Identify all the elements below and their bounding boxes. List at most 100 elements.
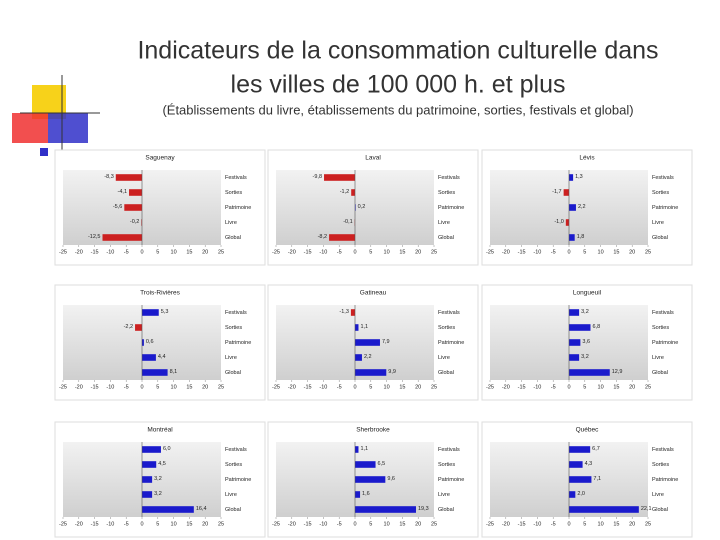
bar	[355, 339, 380, 346]
slide-title: Indicateurs de la consommation culturell…	[137, 37, 658, 65]
x-tick-label: -15	[518, 521, 526, 527]
value-label: 9,9	[388, 369, 396, 375]
category-label: Festivals	[225, 310, 247, 316]
chart-panel: Trois-Rivières -25 -20 -15 -10 -5 0 5 10 15 20 25 Fe…	[54, 284, 266, 401]
x-tick-label: 0	[353, 384, 356, 390]
value-label: 6,0	[163, 446, 171, 452]
value-label: 3,2	[581, 309, 589, 315]
bar	[569, 446, 591, 453]
category-label: Patrimoine	[225, 340, 251, 346]
value-label: 6,7	[592, 446, 600, 452]
x-tick-label: 5	[369, 249, 372, 255]
x-tick-label: -5	[551, 521, 556, 527]
bar	[329, 234, 355, 241]
value-label: 19,3	[418, 506, 429, 512]
x-tick-label: 0	[353, 249, 356, 255]
x-tick-label: -10	[533, 384, 541, 390]
category-label: Sorties	[225, 325, 242, 331]
x-tick-label: 20	[415, 384, 421, 390]
bar	[115, 174, 142, 181]
x-tick-label: 25	[431, 249, 437, 255]
x-tick-label: -10	[106, 384, 114, 390]
category-label: Livre	[225, 492, 237, 498]
value-label: -9,8	[313, 174, 322, 180]
x-tick-label: 5	[583, 249, 586, 255]
x-tick-label: 0	[567, 384, 570, 390]
category-label: Patrimoine	[652, 205, 678, 211]
value-label: 1,6	[362, 491, 370, 497]
x-tick-label: 10	[598, 249, 604, 255]
x-tick-label: 25	[645, 521, 651, 527]
value-label: 4,5	[158, 461, 166, 467]
x-tick-label: -20	[502, 521, 510, 527]
x-tick-label: -10	[533, 521, 541, 527]
x-tick-label: 15	[186, 521, 192, 527]
bar	[569, 461, 583, 468]
value-label: 3,2	[581, 354, 589, 360]
x-tick-label: 10	[598, 384, 604, 390]
bar	[355, 461, 376, 468]
value-label: -5,6	[113, 204, 122, 210]
x-tick-label: 15	[613, 249, 619, 255]
bar	[355, 354, 362, 361]
value-label: 16,4	[196, 506, 207, 512]
bar	[355, 369, 387, 376]
bar	[142, 339, 144, 346]
x-tick-label: -20	[502, 384, 510, 390]
category-label: Sorties	[652, 462, 669, 468]
category-label: Global	[652, 370, 668, 376]
value-label: 2,0	[577, 491, 585, 497]
category-label: Patrimoine	[438, 340, 464, 346]
slide-subtitle: (Établissements du livre, établissements…	[162, 102, 633, 117]
bar	[569, 174, 574, 181]
value-label: 7,1	[593, 476, 601, 482]
bar	[135, 324, 142, 331]
x-tick-label: -15	[304, 249, 312, 255]
bar	[569, 309, 580, 316]
x-tick-label: 20	[202, 384, 208, 390]
x-tick-label: -15	[91, 249, 99, 255]
x-tick-label: -5	[337, 521, 342, 527]
x-tick-label: 25	[645, 384, 651, 390]
x-tick-label: 10	[171, 384, 177, 390]
x-tick-label: -25	[59, 521, 67, 527]
x-tick-label: 25	[218, 521, 224, 527]
value-label: 5,3	[161, 309, 169, 315]
chart-title: Longueuil	[573, 290, 602, 297]
value-label: -1,3	[339, 309, 348, 315]
x-tick-label: -10	[319, 384, 327, 390]
category-label: Global	[438, 235, 454, 241]
x-tick-label: 0	[140, 249, 143, 255]
bar	[142, 446, 161, 453]
x-tick-label: 5	[156, 249, 159, 255]
category-label: Global	[225, 507, 241, 513]
x-tick-label: -25	[272, 249, 280, 255]
x-tick-label: -25	[59, 384, 67, 390]
value-label: 1,8	[577, 234, 585, 240]
x-tick-label: 5	[583, 521, 586, 527]
x-tick-label: -25	[272, 521, 280, 527]
x-tick-label: 25	[218, 384, 224, 390]
x-tick-label: -15	[91, 384, 99, 390]
category-label: Livre	[225, 220, 237, 226]
value-label: 6,8	[592, 324, 600, 330]
value-label: 3,2	[154, 491, 162, 497]
value-label: -0,1	[343, 219, 352, 225]
x-tick-label: 0	[140, 384, 143, 390]
bar	[565, 219, 569, 226]
x-tick-label: -15	[518, 249, 526, 255]
category-label: Festivals	[438, 175, 460, 181]
category-label: Global	[652, 235, 668, 241]
x-tick-label: 15	[399, 521, 405, 527]
x-tick-label: -20	[288, 249, 296, 255]
x-tick-label: 10	[171, 249, 177, 255]
bar	[355, 324, 359, 331]
chart-title: Laval	[365, 155, 381, 162]
chart-title: Québec	[576, 427, 600, 434]
category-label: Sorties	[438, 325, 455, 331]
x-tick-label: -5	[337, 384, 342, 390]
x-tick-label: -25	[272, 384, 280, 390]
value-label: -4,1	[118, 189, 127, 195]
category-label: Sorties	[652, 325, 669, 331]
category-label: Patrimoine	[225, 477, 251, 483]
